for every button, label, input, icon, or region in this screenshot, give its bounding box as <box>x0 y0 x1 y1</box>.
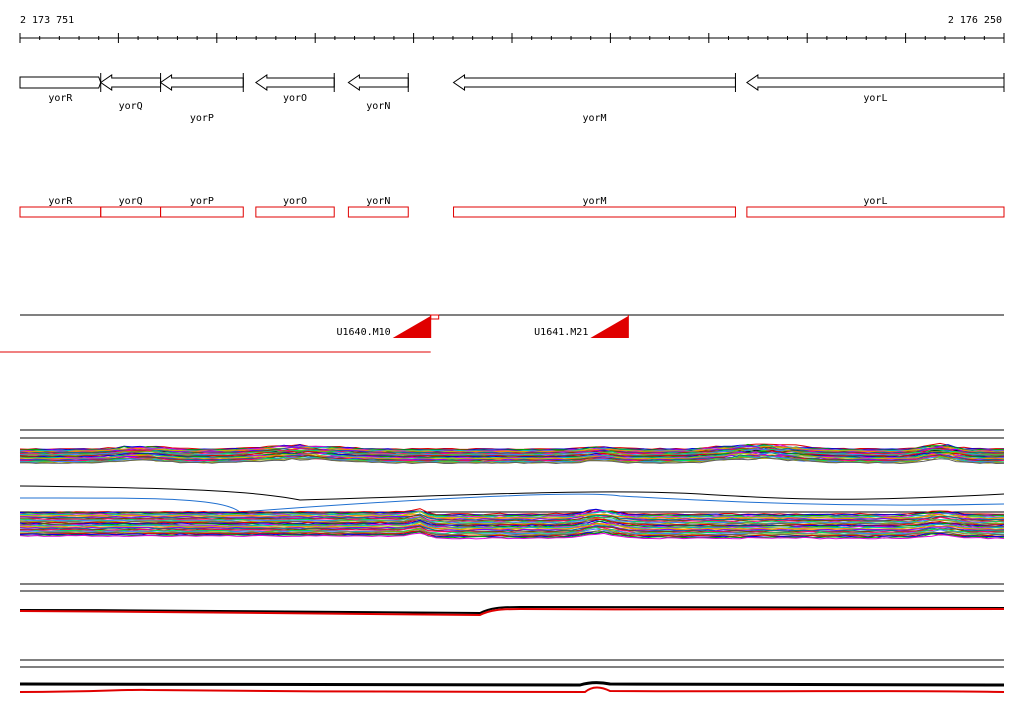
expression-curve <box>19 450 1005 457</box>
expression-curve <box>19 517 1005 525</box>
expression-curve <box>19 485 1005 501</box>
expression-profile-track-4 <box>19 659 1005 694</box>
expression-curve <box>19 605 1005 615</box>
annotation-label-yorM: yorM <box>582 196 606 207</box>
annotation-box-yorR <box>19 206 102 218</box>
gene-label-yorR: yorR <box>48 93 73 104</box>
expression-curve <box>19 514 1005 523</box>
expression-curve <box>20 513 1005 521</box>
expression-curve <box>19 493 1005 513</box>
ruler-start-label: 2 173 751 <box>20 15 74 26</box>
annotation-box-yorO <box>255 206 335 218</box>
segment-label: U1640.M10 <box>337 327 391 338</box>
annotation-label-yorP: yorP <box>190 196 214 207</box>
gene-label-yorM: yorM <box>582 113 606 124</box>
expression-curve <box>19 519 1005 527</box>
coordinate-ruler: 2 173 751 2 176 250 <box>19 15 1005 43</box>
expression-profile-track-3 <box>19 583 1005 617</box>
annotation-box-yorP <box>160 206 244 218</box>
gene-label-yorP: yorP <box>190 113 214 124</box>
expression-profile-track-1 <box>19 429 1005 465</box>
expression-curve <box>19 452 1005 460</box>
annotation-label-yorL: yorL <box>863 196 887 207</box>
expression-curve <box>19 516 1005 525</box>
gene-label-yorQ: yorQ <box>119 101 143 112</box>
gene-annotation-track: yorR yorQ yorP yorO yorN yorM yorL <box>19 196 1005 218</box>
segment-label: U1641.M21 <box>534 327 588 338</box>
expression-curve <box>19 508 1005 517</box>
ruler-ticks <box>19 33 1005 43</box>
expression-curve <box>19 526 1005 535</box>
gene-label-yorL: yorL <box>863 93 887 104</box>
expression-curve <box>19 681 1005 687</box>
expression-curve <box>19 445 1005 453</box>
expression-curve <box>19 510 1005 517</box>
gene-arrow-yorM <box>452 74 736 91</box>
expression-curve <box>19 686 1005 694</box>
expression-curve <box>19 526 1005 534</box>
expression-curve <box>19 525 1004 533</box>
annotation-box-yorM <box>453 206 736 218</box>
annotation-box-yorN <box>347 206 409 218</box>
annotation-box-yorL <box>746 206 1005 218</box>
annotation-box-yorQ <box>100 206 162 218</box>
segment-marker-U1640.M10 <box>392 316 431 338</box>
gene-arrow-yorL <box>745 74 1005 91</box>
expression-curve <box>19 607 1005 617</box>
gene-arrow-yorP <box>159 74 244 91</box>
expression-curve <box>19 456 1005 465</box>
gene-arrow-yorQ <box>99 74 162 91</box>
gene-arrow-yorO <box>254 74 335 91</box>
segment-marker-U1641.M21 <box>590 316 629 338</box>
gene-arrow-yorR <box>19 76 102 89</box>
annotation-label-yorR: yorR <box>48 196 73 207</box>
segment-junction <box>430 314 440 320</box>
gene-arrow-yorN <box>347 74 409 91</box>
ruler-end-label: 2 176 250 <box>948 15 1002 26</box>
expression-profile-track-2 <box>19 485 1005 540</box>
gene-arrow-track: yorR yorQ yorP yorO yorN yorM yorL <box>19 73 1005 124</box>
annotation-label-yorN: yorN <box>366 196 390 207</box>
expression-curve <box>19 532 1005 540</box>
gene-label-yorO: yorO <box>283 93 307 104</box>
annotation-label-yorQ: yorQ <box>119 196 143 207</box>
gene-label-yorN: yorN <box>366 101 390 112</box>
expression-curve <box>19 524 1005 532</box>
annotation-label-yorO: yorO <box>283 196 307 207</box>
segment-track: U1640.M10 U1641.M21 <box>0 314 1004 353</box>
